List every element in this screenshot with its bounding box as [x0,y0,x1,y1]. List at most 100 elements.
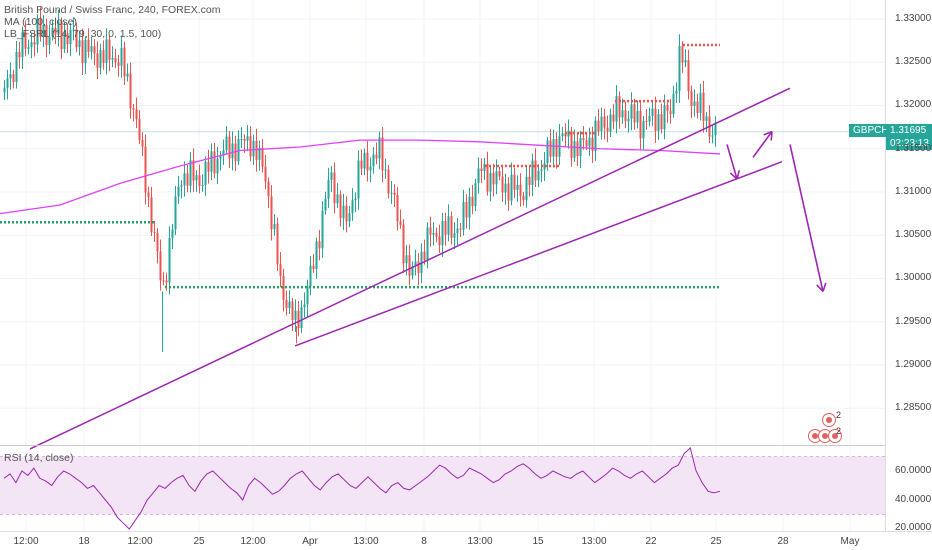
candle-body [144,146,147,193]
candle-body [561,133,564,137]
indicator-overlays [0,43,885,450]
event-count: 2 [836,426,842,436]
candle-body [339,194,342,219]
candle-body [123,47,126,77]
candle-body [276,224,279,265]
candle-body [405,255,408,264]
candle-body [618,96,621,118]
candle-body [225,136,228,151]
candle-body [309,265,312,287]
candle-body [120,47,123,66]
candle-body [609,114,612,132]
trendline [29,87,791,450]
rsi-pane [0,446,885,530]
time-tick: 13:00 [467,536,493,547]
candle-body [351,200,354,214]
candle-body [18,51,21,58]
candle-body [498,171,501,177]
candle-body [111,57,114,60]
candle-body [96,53,99,68]
price-tick: 1.31000 [895,186,932,197]
candle-body [495,171,498,185]
time-tick: 28 [777,536,789,547]
time-tick: 13:00 [353,536,379,547]
candle-body [288,301,291,309]
candle-body [459,228,462,230]
candle-body [57,21,60,35]
candle-body [711,135,714,137]
candle-body [132,108,135,110]
candle-body [564,133,567,137]
rsi-tick: 60.0000 [895,465,932,476]
candle-body [78,40,81,48]
candle-body [399,221,402,225]
moving-average-line [0,139,721,215]
ma-indicator-legend[interactable]: MA (100, close) [4,16,77,28]
candle-body [66,33,69,45]
last-price-badge: 1.31695 [886,124,932,137]
candle-body [36,18,39,45]
candle-body [660,114,663,130]
rsi-legend[interactable]: RSI (14, close) [4,452,74,464]
candle-body [306,286,309,305]
candle-body [177,186,180,197]
candle-body [360,160,363,169]
projection-arrow [726,144,738,180]
candle-body [588,137,591,147]
candle-body [270,196,273,230]
rsi-band [0,456,885,515]
candle-body [537,170,540,181]
arrow-head [729,172,738,180]
candle-body [105,39,108,64]
candle-body [210,151,213,172]
event-count: 2 [836,410,842,420]
candle-body [633,104,636,123]
candle-body [81,40,84,64]
candle-body [408,255,411,276]
candle-body [321,210,324,249]
candle-body [696,101,699,113]
candle-body [354,198,357,201]
candle-body [471,196,474,207]
candle-body [486,163,489,192]
economic-event-icon[interactable] [822,413,836,427]
candle-body [324,198,327,211]
candle-body [549,140,552,157]
candle-body [222,150,225,156]
candle-body [528,176,531,185]
candle-body [48,36,51,46]
symbol-title[interactable]: British Pound / Swiss Franc, 240, FOREX.… [4,4,221,16]
candle-body [642,120,645,139]
fsrl-indicator-legend[interactable]: LB_FSRL (14, 79, 30, 0, 1.5, 100) [4,28,162,40]
candle-body [390,192,393,194]
candle-body [393,192,396,195]
candle-body [168,238,171,283]
candle-body [243,138,246,141]
candle-body [126,73,129,77]
candle-body [261,147,264,167]
candle-body [129,73,132,109]
candle-body [666,105,669,111]
candle-body [417,261,420,274]
candle-body [318,241,321,249]
candle-body [297,310,300,329]
candle-body [138,119,141,140]
candle-body [348,213,351,222]
time-tick: 12:00 [127,536,153,547]
candle-body [576,141,579,157]
economic-event-icon[interactable] [828,429,842,443]
candle-body [444,220,447,235]
candle-body [315,241,318,270]
candle-body [591,137,594,151]
candle-body [651,108,654,116]
candle-body [84,39,87,64]
candle-body [87,39,90,52]
time-tick: 25 [710,536,722,547]
candle-body [552,139,555,157]
candle-body [141,139,144,147]
candle-body [108,39,111,60]
time-tick: 25 [193,536,205,547]
candle-body [378,137,381,159]
time-tick: 12:00 [240,536,266,547]
